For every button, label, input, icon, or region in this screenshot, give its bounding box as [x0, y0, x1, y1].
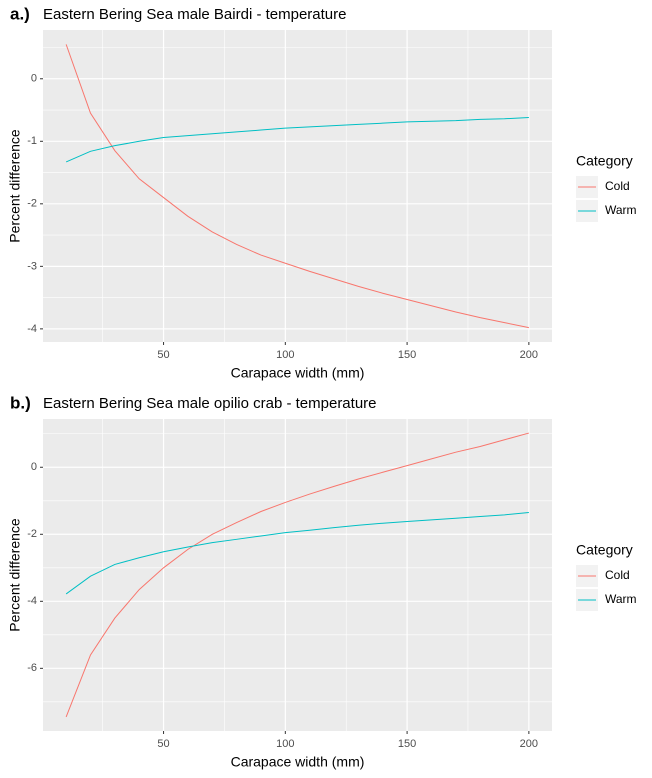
legend-label: Cold [605, 179, 630, 193]
y-tick-label: -2 [27, 198, 37, 210]
y-tick-label: -4 [27, 323, 37, 335]
legend-label: Warm [605, 592, 637, 606]
chart-title: Eastern Bering Sea male opilio crab - te… [43, 395, 377, 412]
x-tick-label: 200 [520, 349, 538, 361]
y-tick-label: -2 [27, 528, 37, 540]
panel-tag: b.) [10, 393, 31, 412]
y-tick-label: -6 [27, 662, 37, 674]
plot-background [43, 30, 552, 342]
y-tick-label: -4 [27, 595, 37, 607]
y-axis-label: Percent difference [7, 518, 23, 632]
panel: a.) Eastern Bering Sea male Bairdi - temp… [7, 4, 637, 380]
x-tick-label: 200 [520, 738, 538, 750]
legend-label: Warm [605, 203, 637, 217]
y-axis-label: Percent difference [7, 129, 23, 243]
panel-tag: a.) [10, 4, 30, 23]
series-line [65, 512, 529, 595]
panel: b.) Eastern Bering Sea male opilio crab -… [7, 393, 637, 769]
x-tick-label: 50 [157, 738, 169, 750]
y-tick-label: -1 [27, 135, 37, 147]
y-tick-label: -3 [27, 260, 37, 272]
legend-title: Category [576, 542, 633, 558]
x-tick-label: 150 [398, 349, 416, 361]
x-axis-label: Carapace width (mm) [231, 754, 365, 770]
y-tick-label: 0 [31, 461, 37, 473]
x-tick-label: 100 [276, 738, 294, 750]
series-line [65, 44, 529, 329]
series-line [65, 117, 529, 163]
x-tick-label: 150 [398, 738, 416, 750]
y-tick-label: 0 [31, 73, 37, 85]
legend-title: Category [576, 153, 633, 169]
legend-label: Cold [605, 568, 630, 582]
x-tick-label: 100 [276, 349, 294, 361]
x-axis-label: Carapace width (mm) [231, 365, 365, 381]
x-tick-label: 50 [157, 349, 169, 361]
plot-background [43, 419, 552, 731]
series-line [65, 432, 529, 718]
chart-title: Eastern Bering Sea male Bairdi - tempera… [43, 6, 346, 23]
